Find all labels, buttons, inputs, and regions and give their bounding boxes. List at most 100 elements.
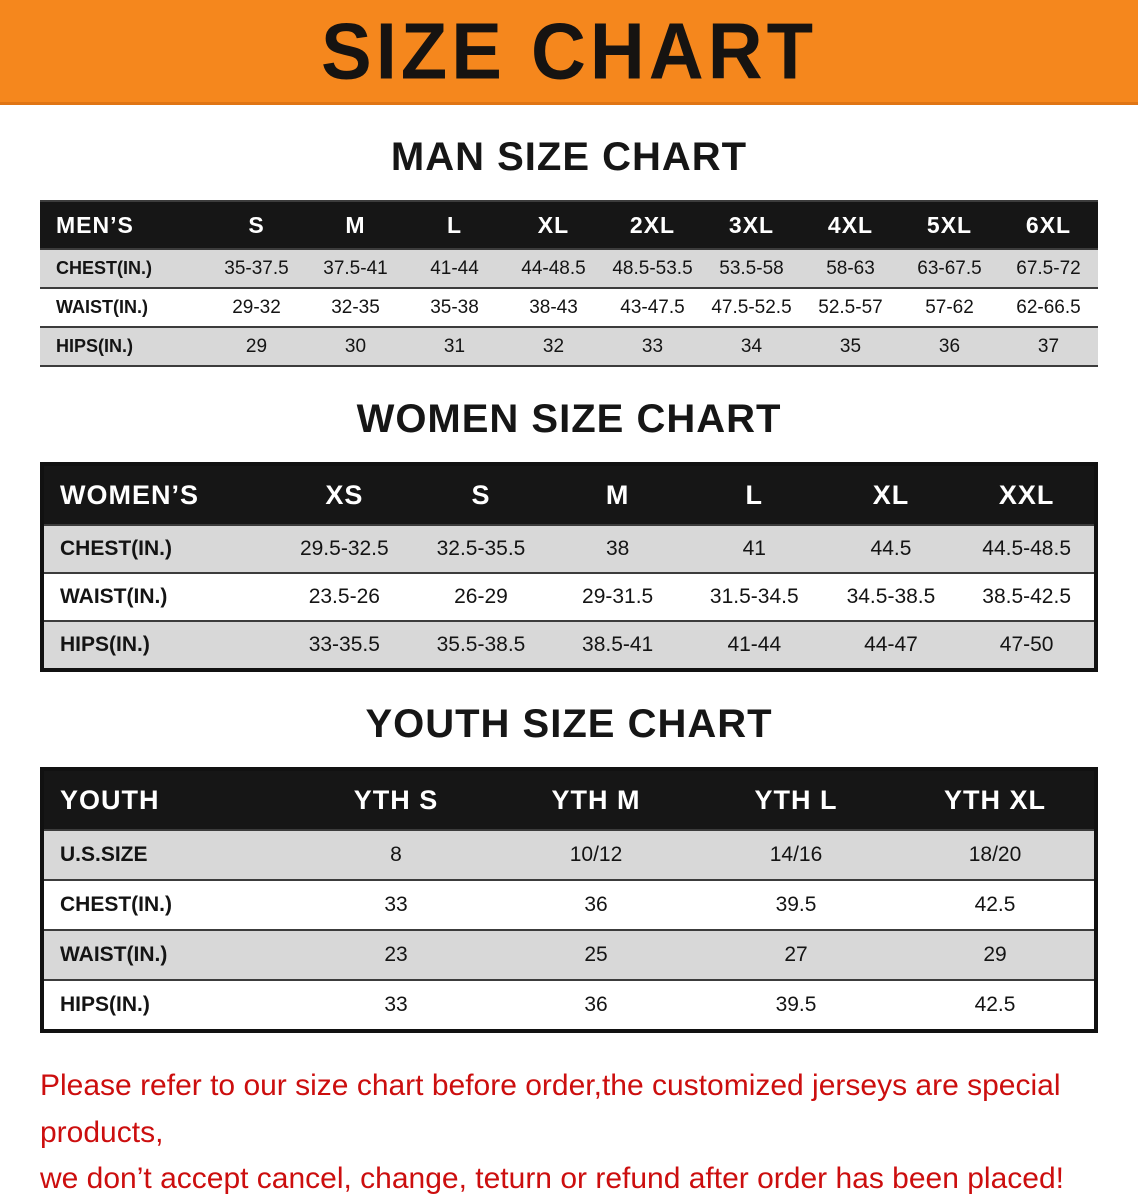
cell-value: 48.5-53.5 bbox=[612, 257, 693, 279]
cell-value: 8 bbox=[390, 843, 402, 866]
row-label: HIPS(IN.) bbox=[60, 633, 150, 656]
cell-value: 36 bbox=[584, 893, 608, 916]
cell-value: 47-50 bbox=[999, 633, 1054, 656]
table-row: CHEST(IN.) 29.5-32.5 32.5-35.5 38 41 44.5 44.5… bbox=[42, 525, 1096, 573]
cell-value: 14/16 bbox=[769, 843, 823, 866]
cell-value: 38.5-41 bbox=[582, 633, 654, 656]
table-row: WAIST(IN.) 29-32 32-35 35-38 38-43 43-47.5 47.… bbox=[40, 288, 1098, 327]
cell-value: 29.5-32.5 bbox=[299, 537, 389, 560]
row-label: CHEST(IN.) bbox=[60, 893, 172, 916]
cell-value: 25 bbox=[584, 943, 608, 966]
size-table: MEN’S S M L XL 2XL 3XL 4XL 5XL 6XL CHEST(IN.) 35-37… bbox=[40, 200, 1098, 367]
cell-value: 43-47.5 bbox=[620, 296, 685, 318]
column-header: 5XL bbox=[900, 201, 999, 249]
column-header: XS bbox=[276, 464, 413, 525]
cell-value: 10/12 bbox=[569, 843, 623, 866]
cell-value: 31 bbox=[443, 335, 466, 357]
cell-value: 41-44 bbox=[430, 257, 479, 279]
youth-section: YOUTH SIZE CHART YOUTH YTH S YTH M YTH L YTH… bbox=[0, 702, 1138, 1033]
man-size-chart-heading: MAN SIZE CHART bbox=[390, 135, 748, 179]
column-header: L bbox=[685, 464, 823, 525]
table-row: HIPS(IN.) 29 30 31 32 33 34 35 36 37 bbox=[40, 327, 1098, 366]
cell-value: 23 bbox=[384, 943, 408, 966]
cell-value: 42.5 bbox=[974, 893, 1016, 916]
cell-value: 36 bbox=[584, 993, 608, 1016]
cell-value: 38-43 bbox=[529, 296, 578, 318]
cell-value: 26-29 bbox=[454, 585, 508, 608]
size-table: WOMEN’S XS S M L XL XXL CHEST(IN.) 29.5-32.5 32.5… bbox=[40, 462, 1098, 672]
column-header: YOUTH bbox=[42, 769, 296, 830]
column-header: XL bbox=[822, 464, 960, 525]
cell-value: 23.5-26 bbox=[308, 585, 380, 608]
page-title: SIZE CHART bbox=[321, 6, 817, 96]
row-label: WAIST(IN.) bbox=[60, 943, 168, 966]
cell-value: 29 bbox=[245, 335, 268, 357]
cell-value: 52.5-57 bbox=[818, 296, 883, 318]
cell-value: 32.5-35.5 bbox=[436, 537, 526, 560]
column-header: YTH M bbox=[496, 769, 696, 830]
column-header: WOMEN’S bbox=[42, 464, 276, 525]
cell-value: 27 bbox=[784, 943, 808, 966]
youth-size-chart-heading: YOUTH SIZE CHART bbox=[365, 702, 773, 746]
cell-value: 35.5-38.5 bbox=[436, 633, 526, 656]
column-header: 4XL bbox=[801, 201, 900, 249]
row-label: WAIST(IN.) bbox=[60, 585, 168, 608]
column-header: YTH S bbox=[296, 769, 496, 830]
cell-value: 37 bbox=[1037, 335, 1060, 357]
row-label: HIPS(IN.) bbox=[60, 993, 150, 1016]
cell-value: 39.5 bbox=[775, 893, 817, 916]
men-size-table-container: MEN’S S M L XL 2XL 3XL 4XL 5XL 6XL CHEST(IN.) 35-37… bbox=[40, 200, 1098, 367]
cell-value: 33 bbox=[641, 335, 664, 357]
table-row: U.S.SIZE 8 10/12 14/16 18/20 bbox=[42, 830, 1096, 880]
row-label: U.S.SIZE bbox=[60, 843, 148, 866]
row-label: CHEST(IN.) bbox=[56, 258, 152, 278]
cell-value: 29-32 bbox=[232, 296, 281, 318]
column-header: 2XL bbox=[603, 201, 702, 249]
table-row: HIPS(IN.) 33-35.5 35.5-38.5 38.5-41 41-44 44-… bbox=[42, 621, 1096, 670]
column-header: YTH L bbox=[696, 769, 896, 830]
column-header: 6XL bbox=[999, 201, 1098, 249]
size-chart-banner: SIZE CHART bbox=[0, 0, 1138, 105]
men-section: MAN SIZE CHART MEN’S S M L XL 2XL 3XL 4XL 5XL 6XL… bbox=[0, 135, 1138, 367]
cell-value: 29 bbox=[983, 943, 1007, 966]
cell-value: 18/20 bbox=[968, 843, 1022, 866]
women-size-table-container: WOMEN’S XS S M L XL XXL CHEST(IN.) 29.5-32.5 32.5… bbox=[40, 462, 1098, 672]
cell-value: 34 bbox=[740, 335, 763, 357]
column-header: S bbox=[207, 201, 306, 249]
cell-value: 35 bbox=[839, 335, 862, 357]
column-header: 3XL bbox=[702, 201, 801, 249]
women-size-chart-heading: WOMEN SIZE CHART bbox=[356, 397, 782, 441]
women-section: WOMEN SIZE CHART WOMEN’S XS S M L XL XXL CHEST(… bbox=[0, 397, 1138, 672]
table-row: CHEST(IN.) 35-37.5 37.5-41 41-44 44-48.5 48.5… bbox=[40, 249, 1098, 288]
disclaimer-line-1: Please refer to our size chart before or… bbox=[40, 1069, 1061, 1149]
cell-value: 34.5-38.5 bbox=[846, 585, 936, 608]
size-table: YOUTH YTH S YTH M YTH L YTH XL U.S.SIZE 8 10/12… bbox=[40, 767, 1098, 1033]
cell-value: 37.5-41 bbox=[323, 257, 388, 279]
cell-value: 32-35 bbox=[331, 296, 380, 318]
cell-value: 35-38 bbox=[430, 296, 479, 318]
row-label: CHEST(IN.) bbox=[60, 537, 172, 560]
column-header: XXL bbox=[959, 464, 1096, 525]
cell-value: 35-37.5 bbox=[224, 257, 289, 279]
cell-value: 32 bbox=[542, 335, 565, 357]
table-row: CHEST(IN.) 33 36 39.5 42.5 bbox=[42, 880, 1096, 930]
cell-value: 53.5-58 bbox=[719, 257, 784, 279]
table-row: HIPS(IN.) 33 36 39.5 42.5 bbox=[42, 980, 1096, 1031]
cell-value: 42.5 bbox=[974, 993, 1016, 1016]
cell-value: 58-63 bbox=[826, 257, 875, 279]
cell-value: 39.5 bbox=[775, 993, 817, 1016]
cell-value: 44-48.5 bbox=[521, 257, 586, 279]
cell-value: 44-47 bbox=[864, 633, 918, 656]
cell-value: 44.5 bbox=[870, 537, 912, 560]
table-header-row: YOUTH YTH S YTH M YTH L YTH XL bbox=[42, 769, 1096, 830]
cell-value: 41-44 bbox=[727, 633, 782, 656]
disclaimer-line-2: we don’t accept cancel, change, teturn o… bbox=[40, 1162, 1064, 1195]
table-header-row: MEN’S S M L XL 2XL 3XL 4XL 5XL 6XL bbox=[40, 201, 1098, 249]
cell-value: 44.5-48.5 bbox=[982, 537, 1072, 560]
row-label: WAIST(IN.) bbox=[56, 297, 148, 317]
youth-size-table-container: YOUTH YTH S YTH M YTH L YTH XL U.S.SIZE 8 10/12… bbox=[40, 767, 1098, 1033]
column-header: MEN’S bbox=[40, 201, 207, 249]
cell-value: 30 bbox=[344, 335, 367, 357]
cell-value: 36 bbox=[938, 335, 961, 357]
cell-value: 62-66.5 bbox=[1016, 296, 1081, 318]
